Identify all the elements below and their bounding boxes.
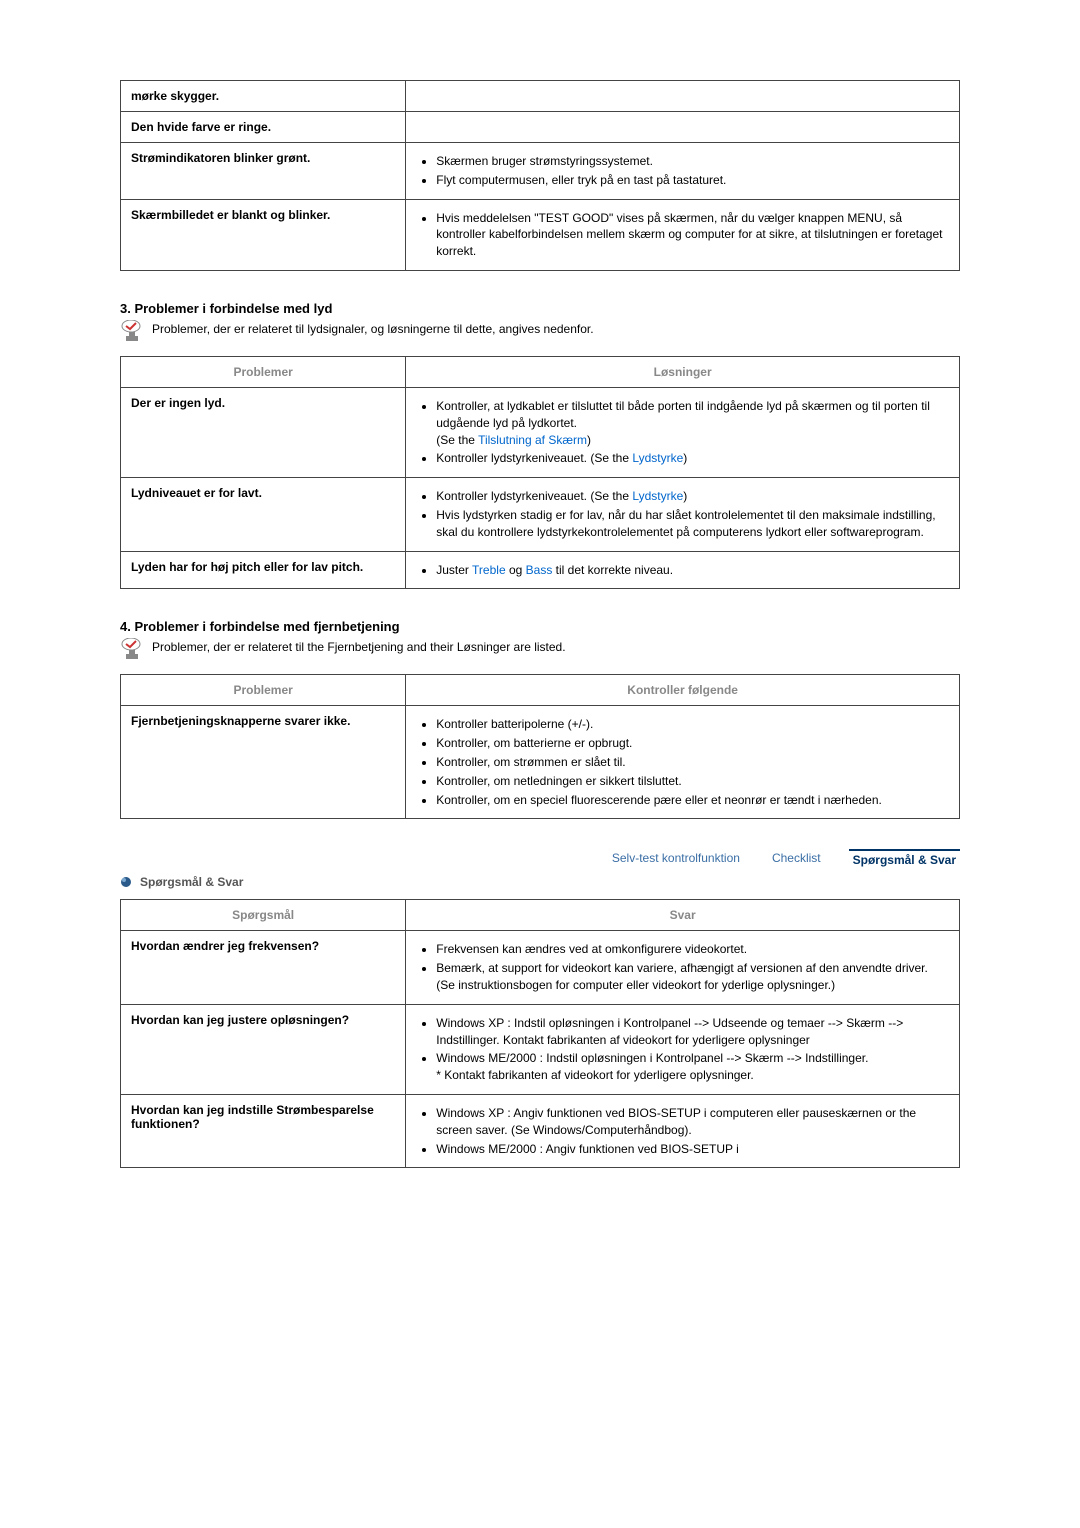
question-cell: Hvordan kan jeg indstille Strømbesparels… <box>121 1094 406 1167</box>
table-row: Lyden har for høj pitch eller for lav pi… <box>121 551 960 589</box>
display-problems-table: mørke skygger.Den hvide farve er ringe.S… <box>120 80 960 271</box>
qa-col2-header: Svar <box>406 900 960 931</box>
link[interactable]: Bass <box>526 563 553 577</box>
section4-intro-text: Problemer, der er relateret til the Fjer… <box>152 638 566 654</box>
solution-cell <box>406 112 960 143</box>
solution-cell: Hvis meddelelsen "TEST GOOD" vises på sk… <box>406 199 960 270</box>
solution-cell: Kontroller lydstyrkeniveauet. (Se the Ly… <box>406 478 960 551</box>
list-item: Windows ME/2000 : Indstil opløsningen i … <box>436 1050 949 1084</box>
problem-cell: mørke skygger. <box>121 81 406 112</box>
problem-cell: Der er ingen lyd. <box>121 387 406 477</box>
table-row: Fjernbetjeningsknapperne svarer ikke.Kon… <box>121 706 960 819</box>
remote-col1-header: Problemer <box>121 675 406 706</box>
tab-qa[interactable]: Spørgsmål & Svar <box>849 849 960 869</box>
list-item: Kontroller, om strømmen er slået til. <box>436 754 949 771</box>
link[interactable]: Treble <box>472 563 506 577</box>
problem-cell: Lyden har for høj pitch eller for lav pi… <box>121 551 406 589</box>
sound-col1-header: Problemer <box>121 356 406 387</box>
table-row: Der er ingen lyd. Kontroller, at lydkable… <box>121 387 960 477</box>
qa-section-heading: Spørgsmål & Svar <box>120 875 960 889</box>
list-item: Juster Treble og Bass til det korrekte n… <box>436 562 949 579</box>
list-item: Hvis lydstyrken stadig er for lav, når d… <box>436 507 949 541</box>
list-item: Hvis meddelelsen "TEST GOOD" vises på sk… <box>436 210 949 260</box>
link[interactable]: Tilslutning af Skærm <box>478 433 587 447</box>
section3-intro-text: Problemer, der er relateret til lydsigna… <box>152 320 594 336</box>
list-item: Kontroller, om netledningen er sikkert t… <box>436 773 949 790</box>
section3-heading: 3. Problemer i forbindelse med lyd <box>120 301 960 316</box>
sound-problems-table: Problemer Løsninger Der er ingen lyd. Kon… <box>120 356 960 589</box>
list-item: Bemærk, at support for videokort kan var… <box>436 960 949 994</box>
table-row: Skærmbilledet er blankt og blinker. Hvis … <box>121 199 960 270</box>
question-cell: Hvordan kan jeg justere opløsningen? <box>121 1004 406 1094</box>
table-row: Lydniveauet er for lavt. Kontroller lydst… <box>121 478 960 551</box>
bullet-icon <box>120 876 132 888</box>
check-icon <box>120 638 144 662</box>
solution-cell: Kontroller, at lydkablet er tilsluttet t… <box>406 387 960 477</box>
tab-checklist[interactable]: Checklist <box>768 849 825 869</box>
list-item: Kontroller, om batterierne er opbrugt. <box>436 735 949 752</box>
tab-selftest[interactable]: Selv-test kontrolfunktion <box>608 849 744 869</box>
list-item: Windows XP : Indstil opløsningen i Kontr… <box>436 1015 949 1049</box>
remote-col2-header: Kontroller følgende <box>406 675 960 706</box>
list-item: Flyt computermusen, eller tryk på en tas… <box>436 172 949 189</box>
solution-cell: Juster Treble og Bass til det korrekte n… <box>406 551 960 589</box>
problem-cell: Den hvide farve er ringe. <box>121 112 406 143</box>
check-icon <box>120 320 144 344</box>
link[interactable]: Lydstyrke <box>632 451 683 465</box>
section3-intro: Problemer, der er relateret til lydsigna… <box>120 320 960 344</box>
list-item: Kontroller batteripolerne (+/-). <box>436 716 949 733</box>
answer-cell: Windows XP : Indstil opløsningen i Kontr… <box>406 1004 960 1094</box>
list-item: Kontroller, om en speciel fluorescerende… <box>436 792 949 809</box>
qa-heading-text: Spørgsmål & Svar <box>140 875 243 889</box>
table-row: Strømindikatoren blinker grønt.Skærmen b… <box>121 143 960 200</box>
solution-cell <box>406 81 960 112</box>
list-item: Kontroller, at lydkablet er tilsluttet t… <box>436 398 949 448</box>
table-row: Den hvide farve er ringe. <box>121 112 960 143</box>
question-cell: Hvordan ændrer jeg frekvensen? <box>121 931 406 1004</box>
list-item: Frekvensen kan ændres ved at omkonfigure… <box>436 941 949 958</box>
solution-cell: Skærmen bruger strømstyringssystemet. Fly… <box>406 143 960 200</box>
remote-problems-table: Problemer Kontroller følgende Fjernbetje… <box>120 674 960 819</box>
list-item: Kontroller lydstyrkeniveauet. (Se the Ly… <box>436 488 949 505</box>
problem-cell: Skærmbilledet er blankt og blinker. <box>121 199 406 270</box>
sound-col2-header: Løsninger <box>406 356 960 387</box>
tab-bar: Selv-test kontrolfunktion Checklist Spør… <box>120 849 960 869</box>
table-row: mørke skygger. <box>121 81 960 112</box>
list-item: Skærmen bruger strømstyringssystemet. <box>436 153 949 170</box>
answer-cell: Windows XP : Angiv funktionen ved BIOS-S… <box>406 1094 960 1167</box>
link[interactable]: Lydstyrke <box>632 489 683 503</box>
table-row: Hvordan kan jeg justere opløsningen? Wind… <box>121 1004 960 1094</box>
list-item: Kontroller lydstyrkeniveauet. (Se the Ly… <box>436 450 949 467</box>
qa-table: Spørgsmål Svar Hvordan ændrer jeg frekve… <box>120 899 960 1168</box>
problem-cell: Strømindikatoren blinker grønt. <box>121 143 406 200</box>
section4-heading: 4. Problemer i forbindelse med fjernbetj… <box>120 619 960 634</box>
list-item: Windows ME/2000 : Angiv funktionen ved B… <box>436 1141 949 1158</box>
list-item: Windows XP : Angiv funktionen ved BIOS-S… <box>436 1105 949 1139</box>
answer-cell: Frekvensen kan ændres ved at omkonfigure… <box>406 931 960 1004</box>
qa-col1-header: Spørgsmål <box>121 900 406 931</box>
solution-cell: Kontroller batteripolerne (+/-). Kontroll… <box>406 706 960 819</box>
problem-cell: Lydniveauet er for lavt. <box>121 478 406 551</box>
table-row: Hvordan ændrer jeg frekvensen? Frekvensen… <box>121 931 960 1004</box>
problem-cell: Fjernbetjeningsknapperne svarer ikke. <box>121 706 406 819</box>
table-row: Hvordan kan jeg indstille Strømbesparels… <box>121 1094 960 1167</box>
section4-intro: Problemer, der er relateret til the Fjer… <box>120 638 960 662</box>
